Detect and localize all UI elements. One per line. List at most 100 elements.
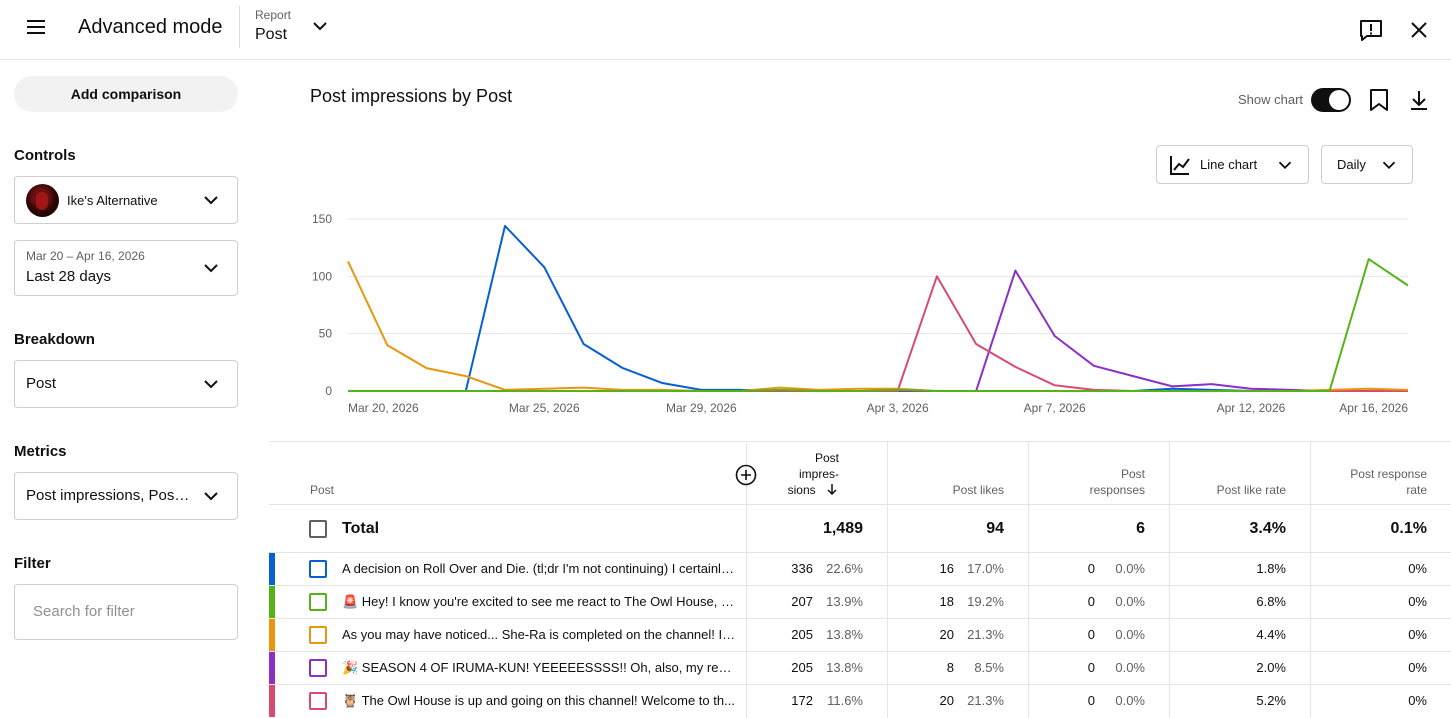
close-icon[interactable] xyxy=(1407,18,1431,42)
date-range-selector[interactable]: Mar 20 – Apr 16, 2026 Last 28 days xyxy=(14,240,238,296)
row-checkbox[interactable] xyxy=(309,659,327,677)
header-post-impressions[interactable]: Post impres- sions xyxy=(759,450,839,498)
responses-value: 0 xyxy=(1087,660,1095,675)
chart-type-selector[interactable]: Line chart xyxy=(1156,145,1309,184)
table-row[interactable]: A decision on Roll Over and Die. (tl;dr … xyxy=(269,552,1451,585)
post-title[interactable]: 🦉 The Owl House is up and going on this … xyxy=(342,693,735,708)
chevron-down-icon xyxy=(204,264,218,273)
impressions-value: 336 xyxy=(791,561,813,576)
header-line: Post xyxy=(814,451,839,465)
series-line[interactable] xyxy=(348,269,1408,392)
breakdown-selector[interactable]: Post xyxy=(14,360,238,408)
series-line[interactable] xyxy=(348,258,1409,392)
line-chart[interactable]: 0 50 100 150 Mar 20, 2026 Mar 25, 2026 Mar 29,… xyxy=(300,200,1420,425)
likes-percent: 21.3% xyxy=(967,693,1004,708)
row-checkbox[interactable] xyxy=(309,593,327,611)
filter-box xyxy=(14,584,238,640)
response-rate-value: 0% xyxy=(1408,594,1427,609)
divider xyxy=(239,6,240,48)
chevron-down-icon[interactable] xyxy=(308,14,332,38)
row-checkbox[interactable] xyxy=(309,692,327,710)
header-post-like-rate[interactable]: Post like rate xyxy=(1216,483,1286,497)
likes-percent: 8.5% xyxy=(974,660,1004,675)
column-divider xyxy=(1310,442,1311,718)
series-color-bar xyxy=(269,586,275,618)
interval-selector[interactable]: Daily xyxy=(1321,145,1413,184)
table-row[interactable]: 🎉 SEASON 4 OF IRUMA-KUN! YEEEEESSSS!! Oh… xyxy=(269,651,1451,684)
row-checkbox[interactable] xyxy=(309,626,327,644)
total-like-rate: 3.4% xyxy=(1249,520,1286,537)
x-tick-label: Apr 16, 2026 xyxy=(1339,401,1408,415)
likes-percent: 17.0% xyxy=(967,561,1004,576)
breakdown-value: Post xyxy=(26,375,57,392)
x-tick-label: Apr 12, 2026 xyxy=(1217,401,1286,415)
filter-search-input[interactable] xyxy=(33,603,223,620)
post-title[interactable]: 🚨 Hey! I know you're excited to see me r… xyxy=(342,594,737,609)
y-tick-label: 100 xyxy=(312,269,332,283)
impressions-value: 207 xyxy=(791,594,813,609)
total-checkbox[interactable] xyxy=(309,520,327,538)
series-color-bar xyxy=(269,553,275,585)
y-tick-label: 0 xyxy=(325,384,332,398)
series-color-bar xyxy=(269,652,275,684)
responses-percent: 0.0% xyxy=(1115,660,1145,675)
series-line[interactable] xyxy=(348,224,1408,392)
header-line: sions xyxy=(759,482,839,498)
page-title: Advanced mode xyxy=(78,16,223,38)
impressions-value: 205 xyxy=(791,627,813,642)
post-title[interactable]: As you may have noticed... She-Ra is com… xyxy=(342,627,737,642)
row-checkbox[interactable] xyxy=(309,560,327,578)
metrics-value: Post impressions, Post likes xyxy=(26,487,191,504)
download-icon[interactable] xyxy=(1407,88,1431,112)
header-post-likes[interactable]: Post likes xyxy=(952,483,1004,497)
menu-icon[interactable] xyxy=(24,17,48,41)
responses-percent: 0.0% xyxy=(1115,561,1145,576)
total-row: Total 1,489 94 6 3.4% 0.1% xyxy=(269,504,1451,552)
likes-value: 16 xyxy=(939,561,954,576)
total-likes: 94 xyxy=(986,520,1004,537)
channel-name: Ike's Alternative xyxy=(67,193,158,208)
series-line[interactable] xyxy=(347,260,1409,392)
add-metric-icon[interactable] xyxy=(735,464,757,486)
add-comparison-button[interactable]: Add comparison xyxy=(14,76,238,112)
post-title[interactable]: 🎉 SEASON 4 OF IRUMA-KUN! YEEEEESSSS!! Oh… xyxy=(342,660,737,675)
impressions-percent: 11.6% xyxy=(827,693,863,708)
table-row[interactable]: 🚨 Hey! I know you're excited to see me r… xyxy=(269,585,1451,618)
header-post-responses[interactable]: Post responses xyxy=(1045,466,1145,498)
interval-label: Daily xyxy=(1337,157,1366,172)
responses-value: 0 xyxy=(1087,693,1095,708)
like-rate-value: 4.4% xyxy=(1256,627,1286,642)
responses-percent: 0.0% xyxy=(1115,594,1145,609)
response-rate-value: 0% xyxy=(1408,561,1427,576)
date-range-text: Mar 20 – Apr 16, 2026 xyxy=(26,249,145,263)
data-table: Post Post impres- sions Post likes Post … xyxy=(269,441,1451,718)
report-selector[interactable]: Post xyxy=(255,26,288,43)
responses-percent: 0.0% xyxy=(1115,627,1145,642)
header-line: Post response xyxy=(1350,467,1427,481)
likes-percent: 19.2% xyxy=(967,594,1004,609)
header-line: rate xyxy=(1406,483,1427,497)
x-tick-label: Mar 25, 2026 xyxy=(509,401,580,415)
metrics-selector[interactable]: Post impressions, Post likes xyxy=(14,472,238,520)
impressions-percent: 13.9% xyxy=(826,594,863,609)
post-title[interactable]: A decision on Roll Over and Die. (tl;dr … xyxy=(342,561,737,576)
top-bar: Advanced mode Report Post xyxy=(0,0,1451,60)
responses-value: 0 xyxy=(1087,627,1095,642)
chart-type-label: Line chart xyxy=(1200,157,1258,172)
line-chart-icon xyxy=(1170,156,1190,175)
header-post-response-rate[interactable]: Post response rate xyxy=(1327,466,1427,498)
like-rate-value: 1.8% xyxy=(1256,561,1286,576)
chevron-down-icon xyxy=(204,196,218,205)
metrics-label: Metrics xyxy=(14,443,67,460)
impressions-value: 205 xyxy=(791,660,813,675)
show-chart-toggle[interactable] xyxy=(1311,88,1351,112)
table-row[interactable]: As you may have noticed... She-Ra is com… xyxy=(269,618,1451,651)
channel-selector[interactable]: Ike's Alternative xyxy=(14,176,238,224)
header-post[interactable]: Post xyxy=(310,483,335,497)
feedback-icon[interactable] xyxy=(1358,18,1384,44)
likes-value: 18 xyxy=(939,594,954,609)
bookmark-icon[interactable] xyxy=(1368,88,1390,112)
x-tick-label: Apr 7, 2026 xyxy=(1024,401,1086,415)
table-row[interactable]: 🦉 The Owl House is up and going on this … xyxy=(269,684,1451,717)
controls-label: Controls xyxy=(14,147,76,164)
